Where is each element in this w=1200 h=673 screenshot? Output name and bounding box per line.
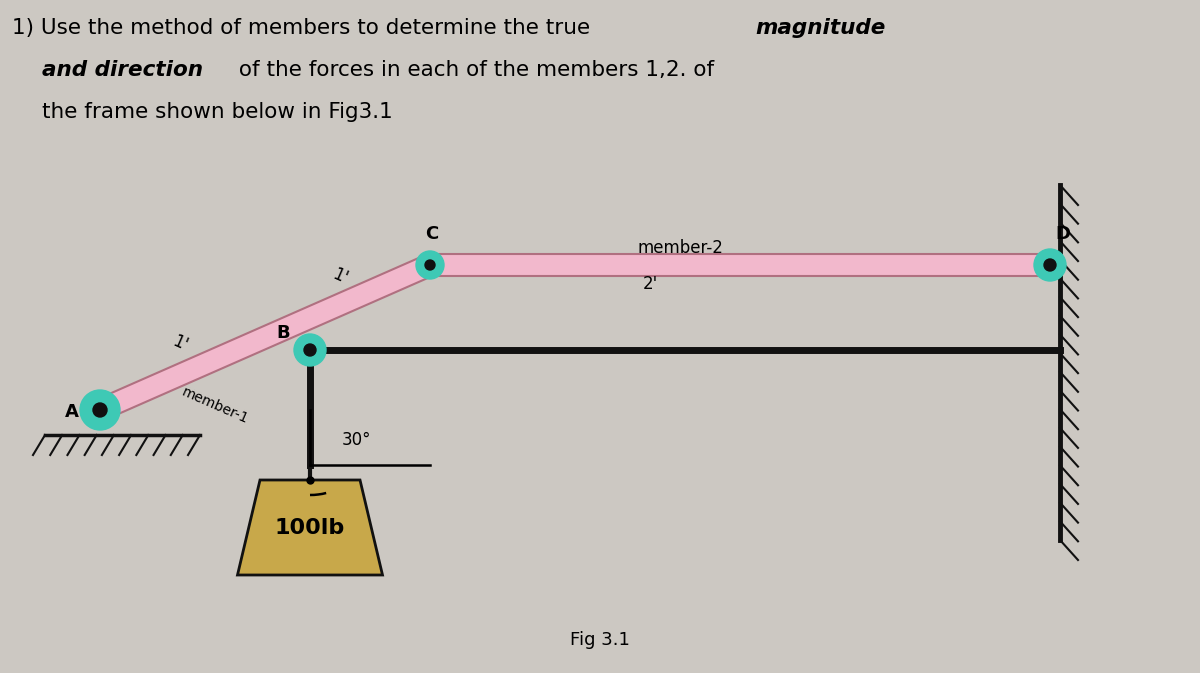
Text: the frame shown below in Fig3.1: the frame shown below in Fig3.1: [42, 102, 392, 122]
Text: 1) Use the method of members to determine the true: 1) Use the method of members to determin…: [12, 18, 598, 38]
Polygon shape: [430, 254, 1050, 276]
Text: A: A: [65, 403, 79, 421]
Circle shape: [304, 344, 316, 356]
Text: and direction: and direction: [42, 60, 203, 80]
Polygon shape: [96, 255, 434, 420]
Text: 1': 1': [169, 332, 191, 355]
Circle shape: [294, 334, 326, 366]
Text: member-1: member-1: [180, 385, 251, 427]
Text: 1': 1': [329, 265, 350, 287]
Circle shape: [1044, 259, 1056, 271]
Text: Fig 3.1: Fig 3.1: [570, 631, 630, 649]
Circle shape: [1034, 249, 1066, 281]
Text: magnitude: magnitude: [755, 18, 886, 38]
Text: member-2: member-2: [637, 239, 722, 257]
Text: 30°: 30°: [342, 431, 372, 449]
Circle shape: [94, 403, 107, 417]
Text: of the forces in each of the members 1,2. of: of the forces in each of the members 1,2…: [232, 60, 714, 80]
Circle shape: [416, 251, 444, 279]
Text: D: D: [1055, 225, 1070, 243]
Text: 2': 2': [642, 275, 658, 293]
Text: 100lb: 100lb: [275, 518, 346, 538]
Polygon shape: [238, 480, 383, 575]
Circle shape: [425, 260, 436, 270]
Text: B: B: [276, 324, 290, 342]
Circle shape: [80, 390, 120, 430]
Text: C: C: [425, 225, 439, 243]
